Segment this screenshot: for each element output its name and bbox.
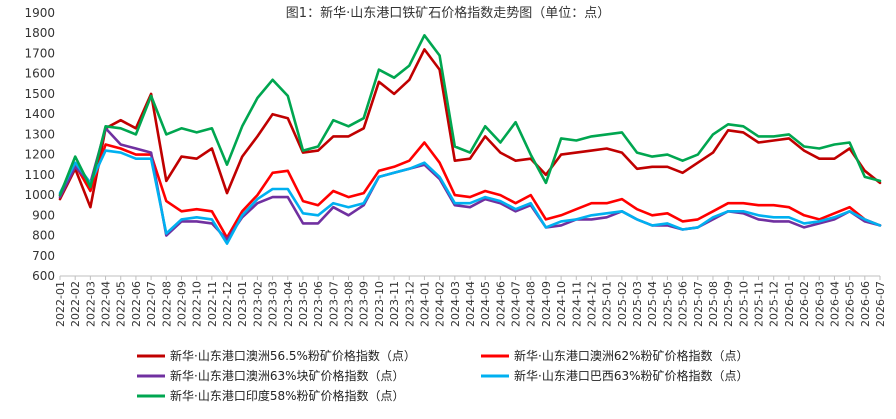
y-tick-label: 1200 [24,148,55,162]
x-tick-label: 2023-04 [282,281,295,327]
y-tick-label: 1900 [24,6,55,20]
x-tick-label: 2023-10 [373,281,386,327]
x-tick-label: 2024-05 [479,281,492,327]
x-tick-label: 2026-03 [813,281,826,327]
x-tick-label: 2025-08 [707,281,720,327]
x-tick-label: 2023-11 [388,281,401,327]
x-tick-label: 2022-10 [191,281,204,327]
x-tick-label: 2023-08 [343,281,356,327]
y-axis: 600 700 800 900 1000 1100 1200 1300 1400 1500 1600… [24,6,55,283]
x-tick-label: 2024-02 [434,281,447,327]
x-tick-label: 2024-06 [494,281,507,327]
y-tick-label: 1500 [24,87,55,101]
x-tick-label: 2022-06 [130,281,143,327]
legend-label-3: 新华·山东港口澳洲63%块矿价格指数（点） [170,368,405,383]
x-tick-label: 2025-02 [616,281,629,327]
series-line-3 [58,127,882,241]
x-tick-label: 2022-02 [69,281,82,327]
chart-title: 图1：新华·山东港口铁矿石价格指数走势图（单位：点） [286,5,610,21]
x-tick-label: 2023-12 [403,281,416,327]
x-tick-label: 2023-09 [358,281,371,327]
x-tick-label: 2024-04 [464,281,477,327]
x-tick-label: 2023-03 [267,281,280,327]
x-tick-label: 2024-03 [449,281,462,327]
series-line-5 [58,33,882,197]
y-tick-label: 900 [32,208,55,222]
y-tick-label: 1000 [24,188,55,202]
x-tick-label: 2025-09 [722,281,735,327]
x-tick-label: 2026-02 [798,281,811,327]
plot-lines [58,33,882,245]
x-tick-label: 2023-07 [327,281,340,327]
x-tick-label: 2022-11 [206,281,219,327]
x-tick-label: 2022-04 [100,281,113,327]
x-tick-label: 2025-07 [692,281,705,327]
x-tick-label: 2022-05 [115,281,128,327]
legend-label-5: 新华·山东港口印度58%粉矿价格指数（点） [170,388,405,403]
x-tick-label: 2024-10 [555,281,568,327]
x-tick-label: 2024-11 [570,281,583,327]
y-tick-label: 1600 [24,67,55,81]
y-tick-label: 1700 [24,46,55,60]
y-tick-label: 600 [32,269,55,283]
y-tick-label: 800 [32,229,55,243]
x-tick-label: 2023-01 [236,281,249,327]
legend: 新华·山东港口澳洲56.5%粉矿价格指数（点） 新华·山东港口澳洲62%粉矿价格指… [137,348,749,403]
x-tick-label: 2023-02 [251,281,264,327]
series-line-1 [58,48,882,209]
x-tick-label: 2022-09 [175,281,188,327]
x-tick-label: 2022-12 [221,281,234,327]
legend-label-4: 新华·山东港口巴西63%粉矿价格指数（点） [514,368,749,383]
legend-label-1: 新华·山东港口澳洲56.5%粉矿价格指数（点） [170,348,416,363]
x-tick-label: 2025-12 [768,281,781,327]
series-line-2 [58,141,882,239]
x-tick-label: 2024-01 [418,281,431,327]
y-tick-label: 1300 [24,127,55,141]
x-tick-label: 2026-01 [783,281,796,327]
x-tick-label: 2026-07 [874,281,887,327]
x-tick-label: 2025-06 [677,281,690,327]
x-tick-label: 2022-07 [145,281,158,327]
y-tick-label: 1800 [24,26,55,40]
x-tick-label: 2024-08 [525,281,538,327]
x-tick-label: 2025-01 [601,281,614,327]
x-tick-label: 2025-11 [753,281,766,327]
y-tick-label: 700 [32,249,55,263]
y-tick-label: 1100 [24,168,55,182]
x-tick-label: 2022-03 [84,281,97,327]
series-line-4 [58,149,882,245]
x-tick-label: 2023-06 [312,281,325,327]
x-tick-label: 2025-03 [631,281,644,327]
x-tick-label: 2022-08 [160,281,173,327]
x-tick-label: 2025-10 [737,281,750,327]
x-tick-label: 2022-01 [54,281,67,327]
x-tick-label: 2024-12 [585,281,598,327]
x-tick-label: 2026-06 [859,281,872,327]
x-tick-label: 2025-04 [646,281,659,327]
y-tick-label: 1400 [24,107,55,121]
x-tick-label: 2024-09 [540,281,553,327]
x-tick-label: 2023-05 [297,281,310,327]
x-axis: 2022-01 2022-02 2022-03 2022-04 2022-05 2022-… [54,275,887,327]
legend-label-2: 新华·山东港口澳洲62%粉矿价格指数（点） [514,348,749,363]
x-tick-label: 2024-07 [510,281,523,327]
x-tick-label: 2026-04 [828,281,841,327]
x-tick-label: 2025-05 [661,281,674,327]
x-tick-label: 2026-05 [844,281,857,327]
